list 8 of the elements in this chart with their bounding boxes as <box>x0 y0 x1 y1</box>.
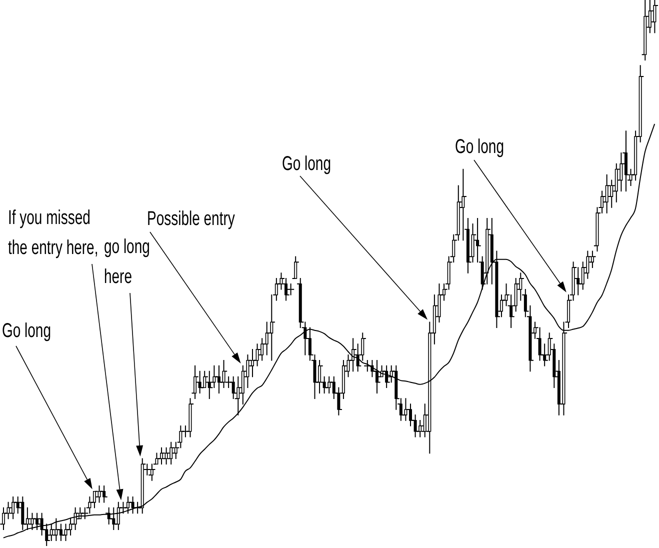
annotation: If you missed the entry here, <box>8 205 98 259</box>
candlestick <box>192 365 198 399</box>
annotation: Go long <box>282 151 331 175</box>
annotation: Go long <box>2 318 51 342</box>
annotation: Go long <box>455 134 504 158</box>
annotation: go long here <box>104 234 150 288</box>
candlestick <box>292 256 299 279</box>
annotation: Possible entry <box>147 206 236 230</box>
